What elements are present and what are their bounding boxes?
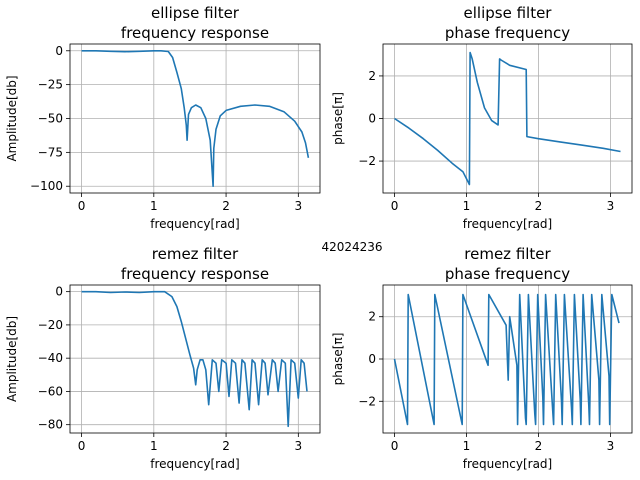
y-tick-label: 2 bbox=[368, 69, 376, 83]
y-axis-label: Amplitude[db] bbox=[5, 75, 19, 161]
x-tick-label: 0 bbox=[78, 439, 86, 453]
chart-title: ellipse filter bbox=[464, 4, 553, 22]
panel-ellipse-phase-frequency: 0 1 2 3 2 0 −2 frequency[rad] phase[π] ellipse fi… bbox=[331, 4, 633, 231]
x-tick-label: 3 bbox=[295, 199, 303, 213]
y-tick-label: −20 bbox=[38, 318, 63, 332]
y-axis-label: Amplitude[db] bbox=[5, 316, 19, 402]
x-tick-label: 1 bbox=[150, 199, 158, 213]
x-tick-label: 2 bbox=[535, 199, 543, 213]
series-line bbox=[81, 50, 310, 187]
x-tick-label: 2 bbox=[222, 199, 230, 213]
chart-title: frequency response bbox=[121, 24, 269, 42]
y-tick-label: −60 bbox=[38, 384, 63, 398]
chart-title: frequency response bbox=[121, 265, 269, 283]
y-tick-label: −80 bbox=[38, 418, 63, 432]
panel-remez-frequency-response: 0 1 2 3 0 −20 −40 −60 −80 frequency[rad] Amplitude… bbox=[5, 245, 321, 471]
x-axis-label: frequency[rad] bbox=[463, 457, 552, 471]
x-axis-label: frequency[rad] bbox=[150, 457, 239, 471]
x-tick-label: 0 bbox=[391, 439, 399, 453]
chart-title: remez filter bbox=[464, 245, 551, 263]
x-tick-label: 0 bbox=[391, 199, 399, 213]
series-line bbox=[393, 293, 620, 426]
x-tick-label: 2 bbox=[535, 439, 543, 453]
figure-label: 42024236 bbox=[321, 240, 382, 254]
y-tick-label: −2 bbox=[358, 394, 376, 408]
x-axis-label: frequency[rad] bbox=[463, 217, 552, 231]
y-tick-label: −40 bbox=[38, 351, 63, 365]
chart-title: ellipse filter bbox=[151, 4, 240, 22]
y-tick-label: −25 bbox=[38, 78, 63, 92]
panel-remez-phase-frequency: 0 1 2 3 2 0 −2 frequency[rad] phase[π] remez filt… bbox=[331, 245, 633, 471]
y-tick-label: −50 bbox=[38, 112, 63, 126]
y-tick-label: 0 bbox=[55, 285, 63, 299]
series-line bbox=[81, 290, 308, 428]
x-tick-label: 3 bbox=[607, 199, 615, 213]
y-tick-label: 0 bbox=[55, 44, 63, 58]
chart-title: phase frequency bbox=[445, 24, 570, 42]
x-tick-label: 1 bbox=[463, 199, 471, 213]
y-axis-label: phase[π] bbox=[331, 92, 345, 145]
x-axis-label: frequency[rad] bbox=[150, 217, 239, 231]
x-tick-label: 2 bbox=[222, 439, 230, 453]
x-tick-label: 1 bbox=[463, 439, 471, 453]
x-tick-label: 1 bbox=[150, 439, 158, 453]
y-tick-label: 0 bbox=[368, 352, 376, 366]
y-tick-label: −75 bbox=[38, 145, 63, 159]
y-tick-label: −100 bbox=[30, 179, 63, 193]
x-tick-label: 3 bbox=[607, 439, 615, 453]
y-tick-label: 0 bbox=[368, 112, 376, 126]
plot-frame bbox=[69, 284, 321, 434]
chart-title: remez filter bbox=[152, 245, 239, 263]
x-tick-label: 3 bbox=[295, 439, 303, 453]
x-tick-label: 0 bbox=[78, 199, 86, 213]
series-line bbox=[394, 51, 621, 186]
y-tick-label: 2 bbox=[368, 310, 376, 324]
y-axis-label: phase[π] bbox=[331, 333, 345, 386]
y-tick-label: −2 bbox=[358, 154, 376, 168]
chart-title: phase frequency bbox=[445, 265, 570, 283]
panel-ellipse-frequency-response: 0 1 2 3 0 −25 −50 −75 −100 frequency[rad] Amplitud… bbox=[5, 4, 321, 231]
